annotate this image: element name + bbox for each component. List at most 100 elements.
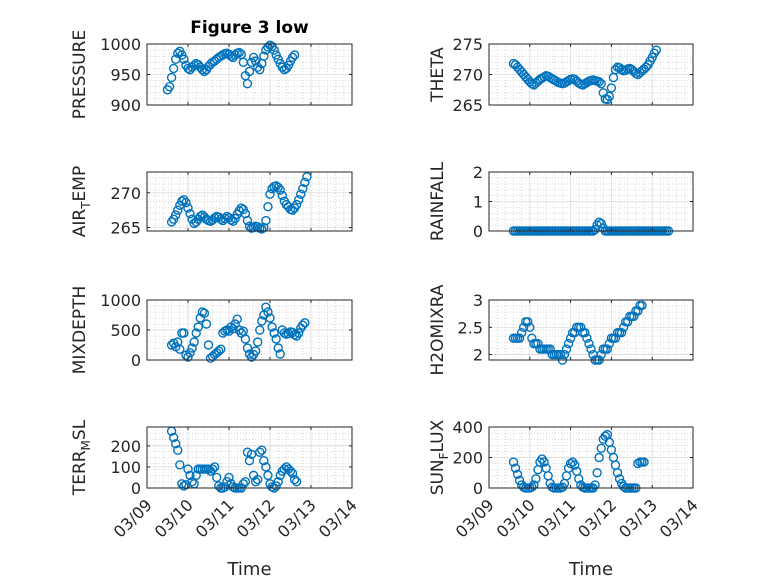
y-tick-label: 0 [131,479,141,498]
data-point [298,320,308,330]
data-point [185,348,195,358]
x-tick-label: 03/09 [452,495,498,541]
data-point [164,81,175,92]
axes-box [146,426,353,489]
data-point [277,62,287,72]
data-point [602,344,613,354]
data-point [510,463,521,473]
y-axis-label-main: MIXDEPTH [70,286,90,375]
data-point [289,474,300,485]
data-point [616,328,627,338]
x-tick-label: 03/11 [192,495,238,541]
data-point [294,328,304,338]
data-point [189,337,199,347]
panel-rainfall: 0 1 2 RAINFALL [428,161,694,241]
axes-box [146,171,353,232]
data-point [559,349,570,360]
y-axis-label: RAINFALL [428,161,448,241]
data-point [257,316,267,326]
y-tick-label: 265 [452,96,483,115]
data-point [166,217,177,227]
data-point [199,308,210,318]
data-point [565,458,576,469]
x-axis-label: Time [568,559,613,580]
data-point [173,445,183,455]
data-point [166,72,177,83]
data-point [508,457,519,467]
data-point [232,314,242,324]
data-point [246,57,257,67]
data-point [168,63,179,74]
y-axis-label-tail: LUX [428,419,448,452]
data-point [201,319,212,329]
data-point [207,464,218,474]
y-axis-label-main: PRESSURE [70,30,90,119]
data-point [514,333,525,343]
y-tick-label: 1 [473,193,483,212]
data-point [253,474,263,485]
panel-sun: 0200400SUNFLUX03/0903/1003/1103/1203/130… [428,418,702,580]
data-point [179,328,189,338]
data-point [209,213,220,223]
data-point [651,45,661,55]
data-point [563,338,574,349]
data-point [596,78,606,89]
x-tick-label: 03/13 [274,495,320,541]
data-point [261,302,271,312]
data-point [244,66,255,77]
data-point [191,328,201,338]
data-point [279,464,290,474]
data-point [275,349,285,359]
y-tick-label: 2 [473,346,483,365]
data-point [265,189,275,199]
data-point [203,464,214,474]
y-tick-label: 3 [473,291,483,310]
data-point [240,476,251,487]
y-tick-label: 1000 [100,291,141,310]
y-axis-label-main: TERR [70,450,90,496]
data-point [269,45,279,55]
data-point [257,445,267,455]
data-point [255,325,265,335]
data-point [183,203,193,213]
data-point [261,462,271,472]
y-tick-label: 0 [131,351,141,370]
data-point [584,338,594,349]
y-tick-label: 400 [452,418,483,437]
data-point [263,307,273,317]
data-point [226,215,236,225]
data-point [637,300,647,311]
data-point [592,468,602,478]
x-tick-label: 03/12 [574,495,620,541]
data-point [639,457,649,467]
y-axis-label-main: H2OMIXRA [428,284,448,375]
data-point [228,216,238,226]
data-point [294,195,304,205]
y-tick-label: 200 [452,449,483,468]
data-point [285,466,296,476]
data-point [250,56,261,66]
data-point [191,470,201,481]
y-tick-label: 2.5 [458,318,483,337]
data-point [296,189,306,199]
data-point [214,346,224,356]
data-point [271,334,281,344]
y-axis-label-main: SUN [428,459,448,495]
x-axis-label: Time [226,559,271,580]
data-point [257,224,267,234]
data-point [267,322,277,332]
data-point [273,182,283,192]
panel-h2omixra: 2 2.5 3 H2OMIXRA [428,284,694,376]
panel-air: 265 270 AIRTEMP [70,166,353,238]
data-point [175,460,185,470]
data-point [179,195,189,205]
data-point [224,472,234,483]
data-point [514,475,525,486]
x-tick-label: 03/12 [233,495,279,541]
data-point [291,476,302,487]
data-point [216,344,226,354]
data-point [604,91,615,102]
x-tick-label: 03/14 [315,495,361,541]
y-axis-label-sub: F [437,452,451,459]
